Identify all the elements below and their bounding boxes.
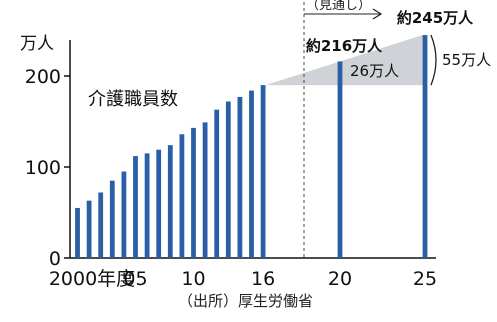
bar bbox=[156, 149, 162, 258]
y-tick-label: 0 bbox=[49, 248, 61, 270]
bar bbox=[121, 171, 127, 258]
gap-layer bbox=[265, 35, 423, 86]
projection-label: （見通し） bbox=[306, 0, 371, 13]
bar bbox=[191, 127, 196, 259]
bar bbox=[167, 145, 173, 258]
y-tick-label: 200 bbox=[25, 66, 61, 88]
bar bbox=[249, 90, 254, 258]
projection-gap-wedge bbox=[265, 35, 423, 86]
bar bbox=[75, 207, 80, 258]
bar bbox=[144, 153, 150, 258]
bar bbox=[422, 35, 428, 258]
x-tick-label: 10 bbox=[181, 268, 205, 290]
x-tick-label: 05 bbox=[123, 268, 147, 290]
annotation-2020: 約216万人 bbox=[306, 37, 383, 55]
bar bbox=[260, 85, 266, 258]
x-tick-label: 25 bbox=[413, 268, 437, 290]
y-axis-unit: 万人 bbox=[20, 34, 54, 54]
bar bbox=[86, 200, 92, 258]
y-tick-label: 100 bbox=[25, 157, 61, 179]
x-tick-label: 16 bbox=[251, 268, 275, 290]
bar bbox=[214, 109, 220, 258]
bar bbox=[179, 134, 185, 258]
x-tick-label: 2000年度 bbox=[49, 268, 135, 290]
gap-label-2025: 55万人 bbox=[442, 51, 491, 69]
bar-layer bbox=[75, 35, 428, 259]
gap-bracket-2025 bbox=[430, 34, 437, 86]
bar bbox=[98, 192, 104, 258]
bar bbox=[337, 61, 343, 258]
projection-arrow-head bbox=[372, 8, 383, 20]
bar bbox=[202, 122, 208, 258]
x-tick-label: 20 bbox=[328, 268, 352, 290]
bar bbox=[133, 156, 138, 258]
series-label: 介護職員数 bbox=[88, 89, 178, 110]
bar bbox=[237, 96, 243, 259]
source-label: （出所）厚生労働省 bbox=[178, 292, 313, 310]
gap-label-2020: 26万人 bbox=[350, 62, 399, 80]
bar bbox=[109, 180, 115, 258]
bar bbox=[225, 101, 231, 258]
annotation-2025: 約245万人 bbox=[397, 9, 474, 27]
